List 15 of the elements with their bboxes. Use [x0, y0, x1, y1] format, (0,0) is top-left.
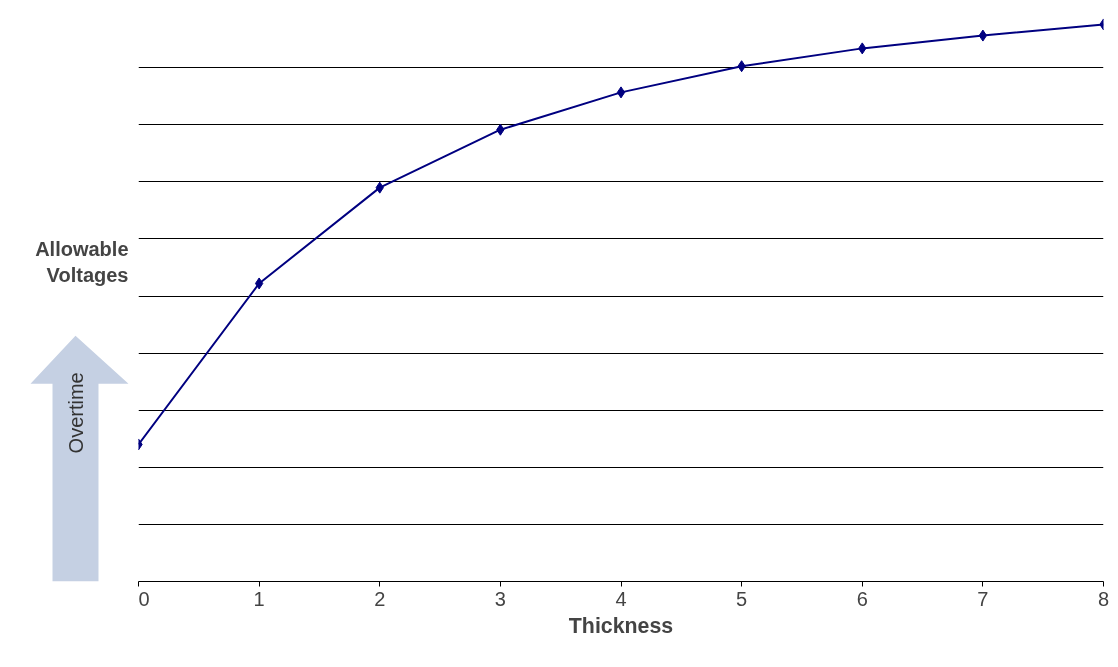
point [616, 86, 626, 99]
x-tick-label: 2 [374, 587, 386, 610]
point [978, 29, 988, 42]
x-tick-label: 4 [615, 587, 627, 610]
text: Overtime [64, 372, 87, 454]
x-tick-label: 8 [1097, 587, 1110, 610]
x-tick-label: 5 [736, 587, 748, 610]
x-tick-label: 0 [138, 587, 150, 610]
x-tick-label: 7 [977, 587, 989, 610]
y-axis-title: Allowable Voltages [35, 237, 129, 287]
x-tick-label: 3 [494, 587, 506, 610]
x-axis-title: Thickness [568, 613, 674, 638]
x-tick-label: 1 [253, 587, 265, 610]
point [254, 277, 264, 290]
x-tick-label: 6 [856, 587, 868, 610]
